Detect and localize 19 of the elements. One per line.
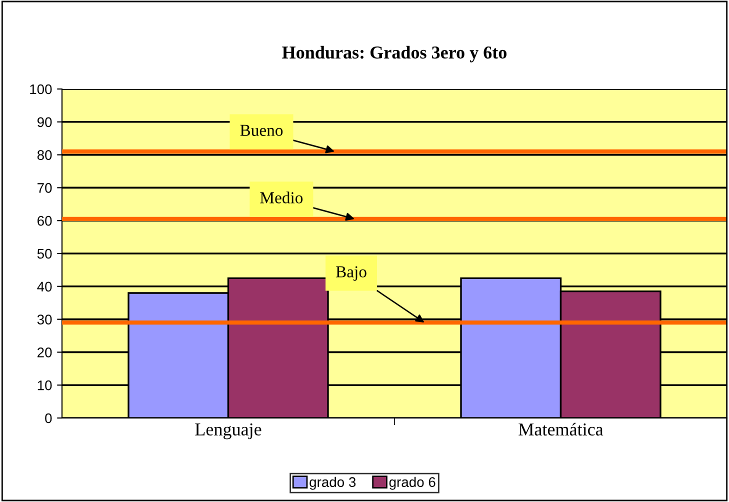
y-tick-label: 80: [37, 150, 52, 160]
y-tick-label: 70: [38, 183, 52, 193]
y-tick-label: 50: [37, 248, 52, 259]
y-tick-label: 20: [38, 348, 52, 358]
y-tick-label: 30: [37, 314, 52, 324]
chart-title: Honduras: Grados 3ero y 6to: [282, 46, 506, 62]
x-tick-label: Matemática: [518, 422, 604, 436]
legend-label: grado 6: [389, 476, 436, 490]
ref-line-label: Bajo: [336, 266, 366, 281]
ref-line-label: Medio: [260, 192, 303, 204]
y-tick-label: 100: [30, 84, 52, 94]
y-tick-label: 0: [45, 413, 52, 424]
y-tick-label: 60: [38, 216, 52, 226]
ref-line-label: Bueno: [240, 124, 283, 136]
y-tick-label: 90: [37, 117, 52, 128]
x-tick-label: Lenguaje: [195, 423, 262, 440]
y-tick-label: 40: [37, 282, 52, 292]
legend-label: grado 3: [310, 476, 356, 490]
y-tick-label: 10: [38, 380, 52, 390]
